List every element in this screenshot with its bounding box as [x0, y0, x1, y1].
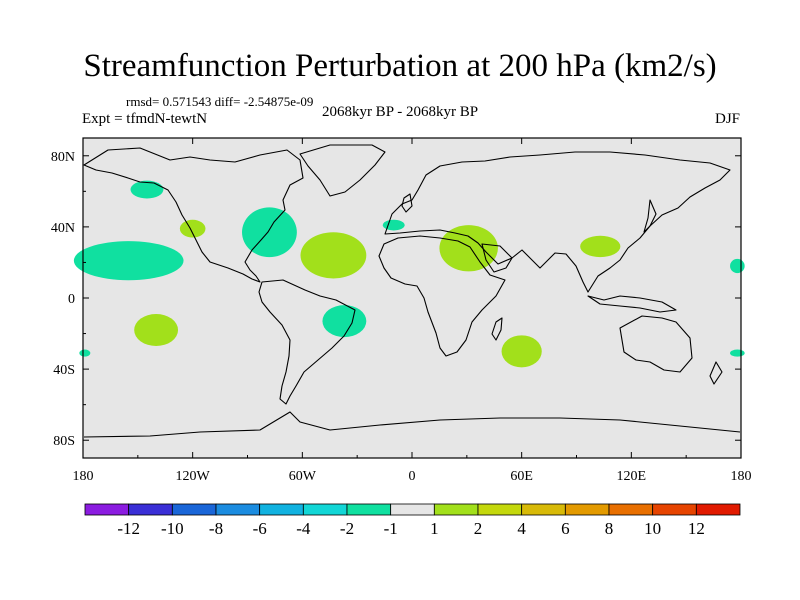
coastline-japan	[643, 199, 657, 233]
colorbar-label: -1	[384, 519, 398, 538]
colorbar-box	[390, 503, 435, 516]
colorbar-box	[477, 503, 523, 516]
colorbar-label: -10	[161, 519, 184, 538]
coastline-antarctica	[83, 411, 741, 438]
x-tick-label: 120E	[617, 469, 647, 484]
colorbar-label: -12	[117, 519, 140, 538]
colorbar-label: 12	[688, 519, 705, 538]
colorbar-label: -6	[253, 519, 267, 538]
colorbar-label: 6	[561, 519, 570, 538]
x-tick-label: 0	[409, 469, 416, 484]
period-label: 2068kyr BP - 2068kyr BP	[321, 104, 479, 120]
colorbar-box	[608, 503, 654, 516]
anomaly-region-negative	[130, 180, 164, 199]
colorbar-box	[171, 503, 217, 516]
colorbar-box	[215, 503, 261, 516]
colorbar-box	[564, 503, 610, 516]
anomaly-region-positive	[300, 232, 367, 279]
map-background	[83, 138, 741, 458]
coastlines	[83, 144, 741, 438]
colorbar-label: 8	[605, 519, 614, 538]
anomaly-region-negative	[73, 241, 184, 281]
anomaly-region-positive	[134, 314, 179, 346]
colorbar-box	[259, 503, 304, 516]
anomaly-region-negative	[382, 219, 405, 231]
coastline-greenland	[299, 144, 386, 197]
anomaly-region-positive	[580, 235, 621, 258]
colorbar-box	[128, 503, 173, 516]
coastline-australia	[619, 315, 693, 373]
anomaly-region-negative	[242, 207, 297, 258]
y-tick-label: 40N	[51, 221, 75, 236]
anomaly-region-positive	[179, 219, 206, 238]
colorbar-box	[302, 503, 348, 516]
x-tick-label: 180	[731, 469, 752, 484]
colorbar-box	[433, 503, 479, 516]
colorbar-box	[652, 503, 697, 516]
colorbar-box	[521, 503, 566, 516]
coastline-new-zealand	[709, 361, 723, 385]
colorbar-label: 1	[430, 519, 439, 538]
y-tick-label: 0	[68, 292, 75, 307]
coastline-north-america	[83, 147, 304, 283]
coastline-maritime-continent	[587, 295, 677, 313]
colorbar-box	[695, 503, 741, 516]
anomaly-region-positive	[439, 225, 498, 272]
x-tick-label: 120W	[176, 469, 211, 484]
colorbar-label: 2	[474, 519, 483, 538]
colorbar-box	[346, 503, 392, 516]
colorbar-label: 10	[644, 519, 661, 538]
experiment-label: Expt = tfmdN-tewtN	[82, 111, 208, 127]
anomaly-region-negative	[79, 349, 91, 357]
season-label: DJF	[714, 111, 740, 127]
colorbar-label: -8	[209, 519, 223, 538]
coastline-britain	[401, 193, 413, 213]
anomaly-region-positive	[501, 335, 542, 368]
coastline-eurasia	[384, 151, 731, 293]
coastline-south-america	[258, 279, 356, 405]
anomaly-region-negative	[730, 349, 745, 357]
y-tick-label: 80S	[53, 434, 75, 449]
colorbar-box	[84, 503, 130, 516]
x-tick-label: 60E	[510, 469, 533, 484]
colorbar-label: 4	[517, 519, 526, 538]
y-tick-label: 40S	[53, 363, 75, 378]
y-tick-label: 80N	[51, 150, 75, 165]
colorbar-label: -4	[296, 519, 311, 538]
stats-label: rmsd= 0.571543 diff= -2.54875e-09	[126, 94, 314, 109]
coastline-madagascar	[491, 317, 503, 341]
chart-title: Streamfunction Perturbation at 200 hPa (…	[83, 48, 717, 84]
coastline-arabia	[481, 243, 513, 273]
x-tick-label: 60W	[289, 469, 317, 484]
colorbar-label: -2	[340, 519, 354, 538]
coastline-africa	[378, 235, 506, 357]
x-tick-label: 180	[73, 469, 94, 484]
anomaly-region-negative	[322, 305, 367, 338]
anomaly-region-negative	[730, 258, 745, 274]
